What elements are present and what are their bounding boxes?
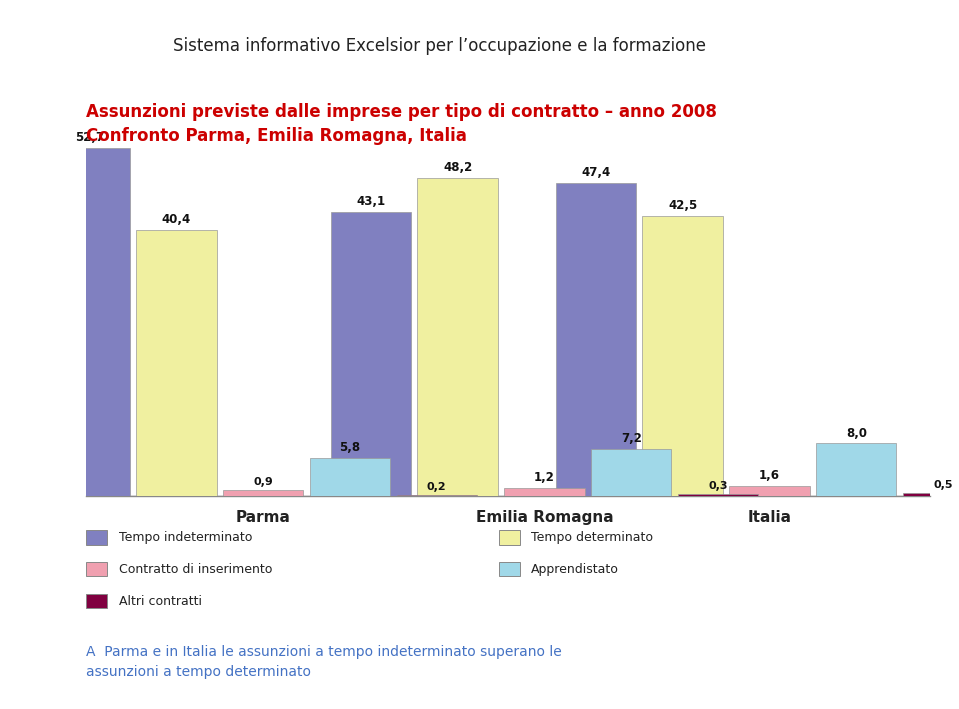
Text: 1,2: 1,2 <box>534 471 555 484</box>
Text: 47,4: 47,4 <box>581 167 611 179</box>
Bar <box>331 212 411 496</box>
Text: 0,2: 0,2 <box>427 481 447 491</box>
Text: Contratto di inserimento: Contratto di inserimento <box>119 563 272 576</box>
Bar <box>555 184 636 496</box>
Bar <box>222 491 303 496</box>
Text: 1,6: 1,6 <box>759 469 780 482</box>
Text: 43,1: 43,1 <box>357 195 386 208</box>
Text: 0,3: 0,3 <box>709 481 728 491</box>
Text: 52,7: 52,7 <box>75 131 105 145</box>
Bar <box>643 216 723 496</box>
Bar <box>417 178 498 496</box>
Bar <box>49 148 129 496</box>
Bar <box>397 495 477 496</box>
Bar <box>816 444 897 496</box>
Bar <box>903 493 959 496</box>
Text: 8,0: 8,0 <box>846 427 867 440</box>
Bar <box>591 449 671 496</box>
Bar <box>136 230 217 496</box>
Bar <box>729 486 809 496</box>
Bar <box>310 458 390 496</box>
Text: 40,4: 40,4 <box>162 213 191 225</box>
Bar <box>504 489 585 496</box>
Text: 0,5: 0,5 <box>933 480 953 490</box>
Text: 5,8: 5,8 <box>339 441 361 454</box>
Text: Altri contratti: Altri contratti <box>119 595 202 608</box>
Text: Apprendistato: Apprendistato <box>531 563 620 576</box>
Bar <box>678 494 759 496</box>
Text: 7,2: 7,2 <box>620 432 642 445</box>
Text: Sistema informativo Excelsior per l’occupazione e la formazione: Sistema informativo Excelsior per l’occu… <box>173 37 706 55</box>
Text: Assunzioni previste dalle imprese per tipo di contratto – anno 2008
Confronto Pa: Assunzioni previste dalle imprese per ti… <box>86 103 717 145</box>
Text: A  Parma e in Italia le assunzioni a tempo indeterminato superano le
assunzioni : A Parma e in Italia le assunzioni a temp… <box>86 645 562 679</box>
Text: 48,2: 48,2 <box>443 161 472 174</box>
Text: 42,5: 42,5 <box>668 199 697 212</box>
Text: Tempo indeterminato: Tempo indeterminato <box>119 531 252 544</box>
Text: Tempo determinato: Tempo determinato <box>531 531 653 544</box>
Text: 0,9: 0,9 <box>253 477 273 487</box>
